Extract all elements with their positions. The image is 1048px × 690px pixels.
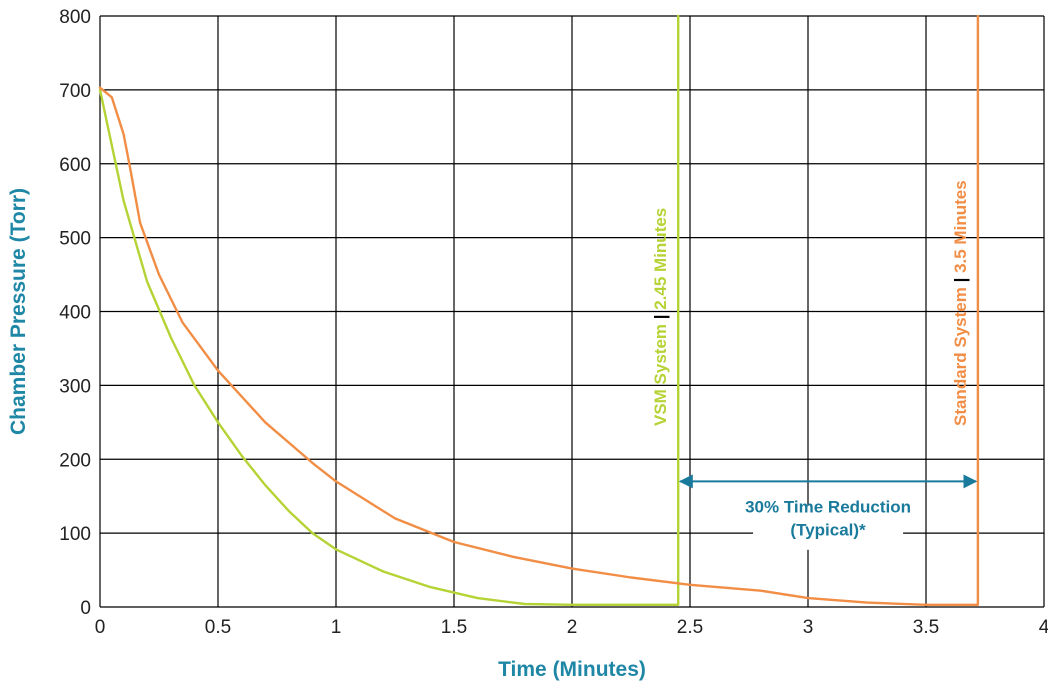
series-line-1: [98, 14, 980, 606]
vertical-label-1: Standard System | 3.5 Minutes: [951, 180, 970, 426]
x-tick-label-0: 0: [95, 617, 106, 638]
annotation-line-1: (Typical)*: [790, 520, 866, 539]
y-tick-label-6: 600: [59, 155, 91, 176]
vertical-label-1-part-2: 3.5 Minutes: [951, 180, 970, 273]
x-axis-title: Time (Minutes): [498, 658, 646, 681]
x-tick-label-5: 2.5: [677, 617, 703, 638]
y-tick-label-4: 400: [59, 303, 91, 324]
y-axis-title: Chamber Pressure (Torr): [7, 188, 30, 435]
series-line-0: [98, 14, 680, 606]
x-tick-label-6: 3: [803, 617, 814, 638]
vertical-label-0: VSM System | 2.45 Minutes: [651, 208, 670, 426]
y-tick-label-8: 800: [59, 7, 91, 28]
vertical-label-0-part-1: |: [651, 310, 670, 324]
x-tick-label-4: 2: [567, 617, 578, 638]
vertical-labels: VSM System | 2.45 Minutes Standard System…: [651, 180, 970, 426]
vertical-label-1-part-1: |: [951, 273, 970, 287]
x-tick-label-3: 1.5: [441, 617, 467, 638]
y-tick-label-2: 200: [59, 450, 91, 471]
y-tick-label-0: 0: [80, 598, 91, 619]
x-tick-label-1: 0.5: [205, 617, 231, 638]
vertical-label-0-part-2: 2.45 Minutes: [651, 208, 670, 310]
y-tick-label-3: 300: [59, 376, 91, 397]
y-tick-label-1: 100: [59, 524, 91, 545]
x-tick-label-2: 1: [331, 617, 342, 638]
annotation-line-0: 30% Time Reduction: [745, 497, 911, 516]
tick-labels: 0 0.5 1 1.5 2 2.5 3 3.5 4 0 100 200 300 400 500 600 700 8…: [59, 7, 1048, 638]
series-lines: [98, 14, 980, 606]
y-tick-label-5: 500: [59, 229, 91, 250]
y-tick-label-7: 700: [59, 81, 91, 102]
annotation-backdrop: [753, 505, 904, 550]
time-reduction-annotation: 30% Time Reduction (Typical)*: [678, 474, 978, 550]
grid: [99, 15, 1045, 608]
x-tick-label-8: 4: [1039, 617, 1048, 638]
vertical-label-1-part-0: Standard System: [951, 287, 970, 426]
x-tick-label-7: 3.5: [913, 617, 939, 638]
vertical-label-0-part-0: VSM System: [651, 324, 670, 426]
